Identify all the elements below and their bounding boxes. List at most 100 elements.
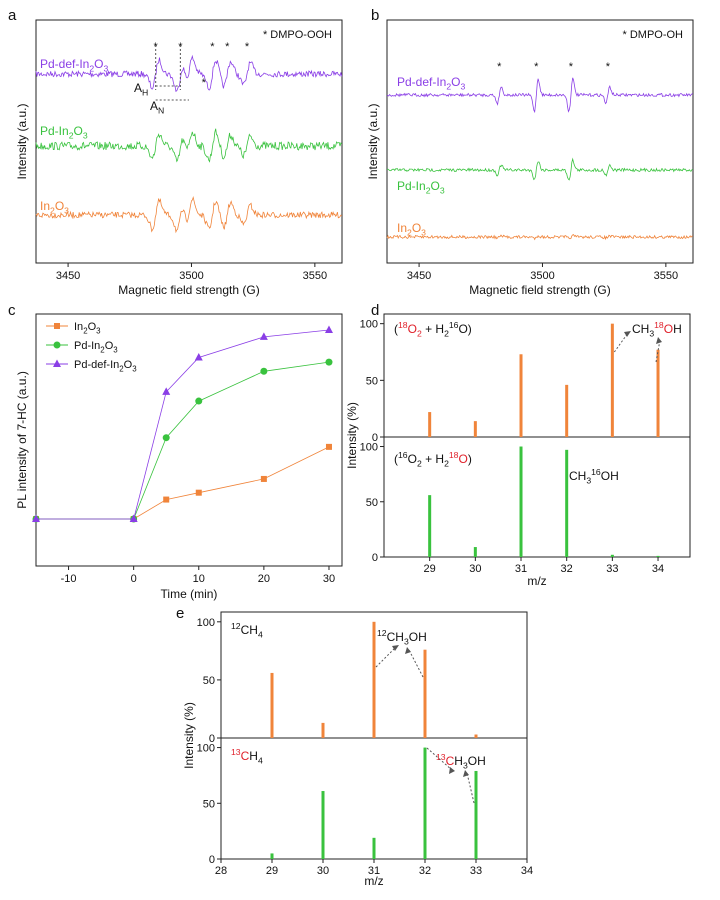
bar: [270, 672, 274, 738]
bar: [565, 384, 569, 437]
x-axis-title: m/z: [364, 874, 383, 888]
subplot-legend-top-part: O): [458, 322, 471, 336]
x-tick-label: 32: [419, 865, 431, 877]
legend-label-part: 3: [96, 326, 101, 335]
subplot-legend-bottom-part: (: [394, 452, 398, 466]
bar: [656, 349, 660, 437]
peak-star: *: [202, 77, 207, 89]
product-label-bottom-part: C: [446, 754, 455, 768]
legend-label-part: O: [124, 359, 133, 371]
y-tick-label: 0: [209, 854, 215, 866]
series-label-part: 3: [64, 206, 69, 216]
epr-spectrum-line: [35, 54, 343, 92]
y-tick-label: 100: [360, 442, 378, 454]
annotation-arrow: [408, 649, 424, 678]
arrow-head: [656, 337, 662, 344]
y-tick-label: 50: [203, 798, 215, 810]
arrow-head: [405, 647, 411, 654]
y-tick-label: 50: [366, 497, 378, 509]
bar: [321, 722, 325, 738]
subplot-legend-bottom-part: ): [468, 452, 472, 466]
panel-letter-d: d: [371, 302, 379, 319]
hyperfine-label-H: AH​: [134, 81, 148, 98]
series-label-part: O: [430, 179, 439, 193]
arrow-head: [449, 767, 455, 774]
series-label-part: 3: [104, 64, 109, 74]
bar: [428, 412, 432, 437]
bar: [428, 495, 432, 557]
series-label-part: 3: [421, 228, 426, 238]
subplot-legend-bottom-part: + H: [422, 452, 444, 466]
series-label-part: 3: [440, 186, 445, 196]
subplot-legend-top: (18​O2​ + H2​16​O): [394, 320, 472, 338]
hyperfine-label-N: AN​: [150, 99, 164, 116]
subplot-legend-bottom: (16​O2​ + H2​18​O): [394, 450, 472, 468]
data-point-square: [163, 496, 170, 503]
data-point-square: [195, 489, 202, 496]
series-label-part: Pd-def-In: [40, 57, 89, 71]
data-point-triangle: [129, 514, 138, 523]
subplot-legend-top-part: 12: [231, 621, 241, 631]
y-tick-label: 100: [197, 617, 215, 629]
x-tick-label: 34: [521, 865, 533, 877]
subplot-legend-top-part: CH: [241, 623, 258, 637]
series-label: In2​O3​: [40, 199, 69, 216]
legend-label: Pd-def-In2​O3​: [74, 359, 137, 373]
series-label-part: In: [397, 221, 407, 235]
series-label-part: Pd-In: [397, 179, 426, 193]
y-tick-label: 50: [366, 375, 378, 387]
subplot-legend-bottom-part: O: [408, 452, 417, 466]
epr-spectrum-line: [386, 234, 693, 241]
bar: [372, 837, 376, 859]
bar: [321, 791, 325, 859]
bar: [519, 354, 523, 437]
product-label-bottom-part: H: [454, 754, 463, 768]
epr-spectrum-line: [386, 77, 693, 114]
peak-star: *: [606, 61, 611, 73]
subplot-legend-top-part: 4: [258, 630, 263, 640]
y-axis-title: Intensity (a.u.): [15, 103, 29, 179]
series-label: Pd-In2​O3​: [397, 179, 445, 196]
product-label-top-part: O: [664, 322, 673, 336]
subplot-legend-bottom-part: C: [241, 749, 250, 763]
data-point-square: [325, 443, 332, 450]
subplot-legend-bottom-part: 2: [444, 459, 449, 469]
series-label: Pd-def-In2​O3​: [40, 57, 109, 74]
subplot-legend-top: 12​CH4​: [231, 621, 263, 639]
y-tick-label: 0: [372, 432, 378, 444]
hyperfine-label-H-part: A: [134, 81, 142, 95]
series-label-part: O: [412, 221, 421, 235]
legend-label-part: O: [105, 340, 114, 352]
panel-letter-c: c: [8, 302, 16, 319]
product-label-bottom-part: 3: [463, 761, 468, 771]
data-point-circle: [325, 358, 333, 366]
annotation-arrow: [613, 332, 629, 353]
y-axis-title: Intensity (a.u.): [366, 103, 380, 179]
series-line: [36, 329, 330, 520]
series-label-part: 2: [426, 186, 431, 196]
peak-star: *: [497, 61, 502, 73]
legend-label-part: 2: [119, 364, 123, 373]
product-label-bottom-part: 16: [591, 467, 601, 477]
x-tick-label: -10: [61, 573, 77, 585]
hyperfine-label-H-part: H: [142, 88, 148, 98]
series-label-part: In: [40, 199, 50, 213]
product-label-bottom: 13​CH3​OH: [436, 752, 486, 770]
arrow-head: [392, 645, 399, 651]
x-tick-label: 28: [215, 865, 227, 877]
x-tick-label: 34: [652, 563, 664, 575]
product-label-top-part: OH: [409, 630, 427, 644]
subplot-legend-bottom-part: 16: [398, 450, 408, 460]
peak-star: *: [154, 41, 159, 53]
y-tick-label: 50: [203, 675, 215, 687]
series-label-part: 3: [461, 82, 466, 92]
series-label-part: Pd-In: [40, 124, 69, 138]
arrow-head: [463, 770, 469, 777]
annotation-arrow: [426, 747, 453, 771]
y-axis-title: Intensity (%): [182, 702, 196, 769]
series-label-part: 2: [69, 131, 74, 141]
bar: [565, 449, 569, 557]
subplot-legend-top-part: (: [394, 322, 398, 336]
series-label: Pd-In2​O3​: [40, 124, 88, 141]
